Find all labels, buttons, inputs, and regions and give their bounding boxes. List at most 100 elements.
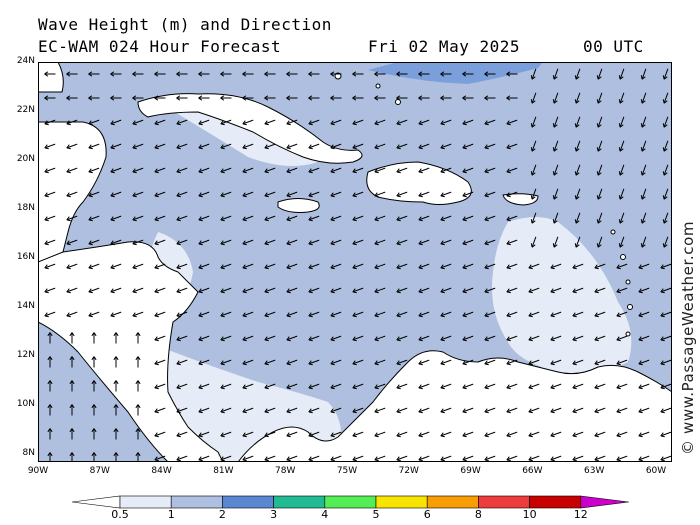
wave-arrow-head xyxy=(506,168,511,174)
wave-arrow xyxy=(663,92,669,104)
wave-arrow xyxy=(506,431,518,437)
wave-arrow-head xyxy=(352,192,357,198)
wave-arrow-head xyxy=(418,71,423,77)
lon-label: 81W xyxy=(213,466,234,476)
wave-arrow-head xyxy=(308,95,313,101)
wave-arrow-head xyxy=(594,456,599,462)
wave-arrow-head xyxy=(462,288,467,294)
wave-direction-arrows xyxy=(44,68,672,464)
wave-arrow xyxy=(132,119,144,125)
wave-arrow xyxy=(132,167,144,173)
wave-arrow-head xyxy=(69,380,75,385)
wave-arrow xyxy=(663,68,669,80)
wave-arrow xyxy=(484,311,496,317)
wave-arrow-head xyxy=(308,456,313,462)
wave-arrow xyxy=(641,92,647,104)
wave-arrow-head xyxy=(530,219,536,224)
wave-arrow xyxy=(660,407,672,413)
wave-arrow xyxy=(352,431,364,437)
wave-arrow xyxy=(220,239,232,245)
wave-arrow xyxy=(352,167,364,173)
wave-arrow xyxy=(286,455,298,461)
wave-arrow xyxy=(220,383,232,389)
wave-arrow xyxy=(418,383,430,389)
wave-arrow xyxy=(220,119,232,125)
wave-arrow xyxy=(66,119,78,125)
legend-colorbar xyxy=(71,495,629,509)
wave-arrow-head xyxy=(616,336,621,342)
wave-arrow xyxy=(286,335,298,341)
wave-arrow-head xyxy=(198,312,203,318)
wave-arrow-head xyxy=(66,95,71,101)
wave-arrow-head xyxy=(352,144,357,150)
wave-arrow-head xyxy=(330,288,335,294)
wave-arrow-head xyxy=(286,456,291,462)
wave-arrow xyxy=(264,407,276,413)
wave-arrow-head xyxy=(550,456,555,462)
wave-arrow xyxy=(396,143,408,149)
wave-arrow-head xyxy=(618,243,624,248)
wave-arrow xyxy=(660,383,672,389)
wave-arrow xyxy=(550,359,562,365)
wave-arrow-head xyxy=(440,456,445,462)
wave-arrow-head xyxy=(110,120,115,126)
wave-arrow-head xyxy=(44,168,49,174)
wave-arrow xyxy=(531,68,537,80)
wave-arrow xyxy=(66,311,78,317)
wave-arrow xyxy=(462,311,474,317)
wave-arrow-head xyxy=(530,195,536,200)
wave-arrow-head xyxy=(660,360,665,366)
wave-arrow-head xyxy=(530,171,536,176)
wave-map[interactable] xyxy=(37,61,673,464)
wave-arrow xyxy=(550,383,562,389)
wave-arrow-head xyxy=(484,120,489,126)
wave-arrow xyxy=(374,215,386,221)
wave-arrow xyxy=(308,167,320,173)
wave-arrow xyxy=(198,359,210,365)
wave-arrow xyxy=(528,407,540,413)
wave-arrow-head xyxy=(374,240,379,246)
wave-arrow-head xyxy=(374,336,379,342)
wave-arrow-head xyxy=(176,456,181,462)
wave-arrow-head xyxy=(66,168,71,174)
wave-arrow xyxy=(638,359,650,365)
wave-arrow xyxy=(531,164,537,176)
wave-arrow xyxy=(154,407,166,413)
wave-arrow xyxy=(242,359,254,365)
wave-arrow-head xyxy=(660,408,665,414)
wave-arrow-head xyxy=(374,120,379,126)
wave-arrow xyxy=(176,215,188,221)
lat-label: 12N xyxy=(16,350,35,360)
wave-arrow-head xyxy=(198,456,203,462)
wave-arrow-head xyxy=(440,95,445,101)
wave-arrow-head xyxy=(220,71,225,77)
wave-arrow xyxy=(44,263,56,269)
wave-arrow-head xyxy=(198,168,203,174)
wave-arrow xyxy=(619,188,625,200)
wave-arrow-head xyxy=(616,264,621,270)
wave-arrow xyxy=(242,215,254,221)
wave-arrow-head xyxy=(242,144,247,150)
wave-arrow-head xyxy=(176,288,181,294)
wave-arrow-head xyxy=(135,332,141,337)
wave-arrow-head xyxy=(574,75,580,80)
wave-arrow xyxy=(198,239,210,245)
wave-arrow-head xyxy=(44,144,49,150)
wave-arrow-head xyxy=(242,168,247,174)
wave-arrow xyxy=(66,263,78,269)
wave-arrow-head xyxy=(176,312,181,318)
wave-arrow xyxy=(506,287,518,293)
wave-arrow xyxy=(88,263,100,269)
wave-arrow xyxy=(352,287,364,293)
wave-arrow xyxy=(154,335,166,341)
wave-arrow-head xyxy=(662,195,668,200)
wave-arrow-head xyxy=(264,264,269,270)
wave-arrow xyxy=(462,239,474,245)
wave-arrow-head xyxy=(308,216,313,222)
lon-label: 90W xyxy=(27,466,49,476)
wave-arrow-head xyxy=(198,336,203,342)
wave-arrow-head xyxy=(552,99,558,104)
wave-arrow-head xyxy=(572,432,577,438)
lon-label: 66W xyxy=(522,466,543,476)
wave-arrow-head xyxy=(618,123,624,128)
